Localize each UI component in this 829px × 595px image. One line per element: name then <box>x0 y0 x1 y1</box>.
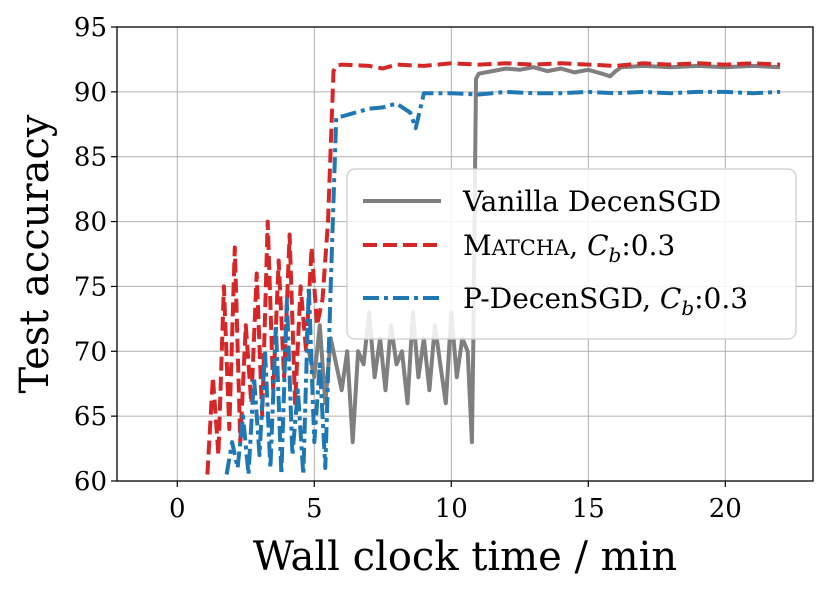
legend-matcha-sep: , <box>569 229 587 262</box>
y-tick-label: 65 <box>74 402 107 432</box>
legend-label-vanilla-text: Vanilla DecenSGD <box>462 185 721 218</box>
legend-label-vanilla: Vanilla DecenSGD <box>462 185 721 218</box>
x-tick-label: 20 <box>709 494 742 524</box>
legend-matcha-sub: b <box>609 243 622 267</box>
x-tick-label: 10 <box>435 494 468 524</box>
legend-label-matcha: MATCHA, Cb:0.3 <box>463 229 675 267</box>
legend-label-pdecensgd: P-DecenSGD, Cb:0.3 <box>463 282 748 320</box>
legend-p-c: C <box>660 282 681 315</box>
y-tick-label: 95 <box>74 13 107 43</box>
y-tick-label: 90 <box>74 78 107 108</box>
legend-p-val: :0.3 <box>694 282 748 315</box>
x-axis-label: Wall clock time / min <box>253 534 677 580</box>
plot-frame <box>116 26 814 482</box>
legend-matcha-val: :0.3 <box>621 229 675 262</box>
series-line-matcha <box>205 61 781 475</box>
y-axis-label: Test accuracy <box>12 114 58 393</box>
x-tick-label: 15 <box>572 494 605 524</box>
legend-p-name: P-DecenSGD, <box>463 282 660 315</box>
legend-p-sub: b <box>681 296 694 320</box>
x-tick-label: 5 <box>306 494 323 524</box>
legend-box <box>346 168 797 340</box>
y-tick-label: 75 <box>74 272 107 302</box>
legend-matcha-smallcaps: ATCHA <box>491 236 570 260</box>
x-tick-label: 0 <box>169 494 186 524</box>
series-layer <box>205 61 781 477</box>
y-tick-label: 70 <box>74 337 107 367</box>
series-line-p-decensgd <box>224 89 781 477</box>
legend-matcha-c: C <box>587 229 608 262</box>
legend-matcha-m: M <box>463 229 492 262</box>
y-tick-label: 85 <box>74 143 107 173</box>
axis-ticks: 0 5 10 15 20 60 65 70 75 80 85 90 95 <box>74 13 742 524</box>
legend: Vanilla DecenSGD MATCHA, Cb:0.3 P-DecenS… <box>346 168 797 340</box>
series-line-vanilla-decensgd <box>306 63 781 445</box>
y-tick-label: 60 <box>74 467 107 497</box>
y-tick-label: 80 <box>74 208 107 238</box>
